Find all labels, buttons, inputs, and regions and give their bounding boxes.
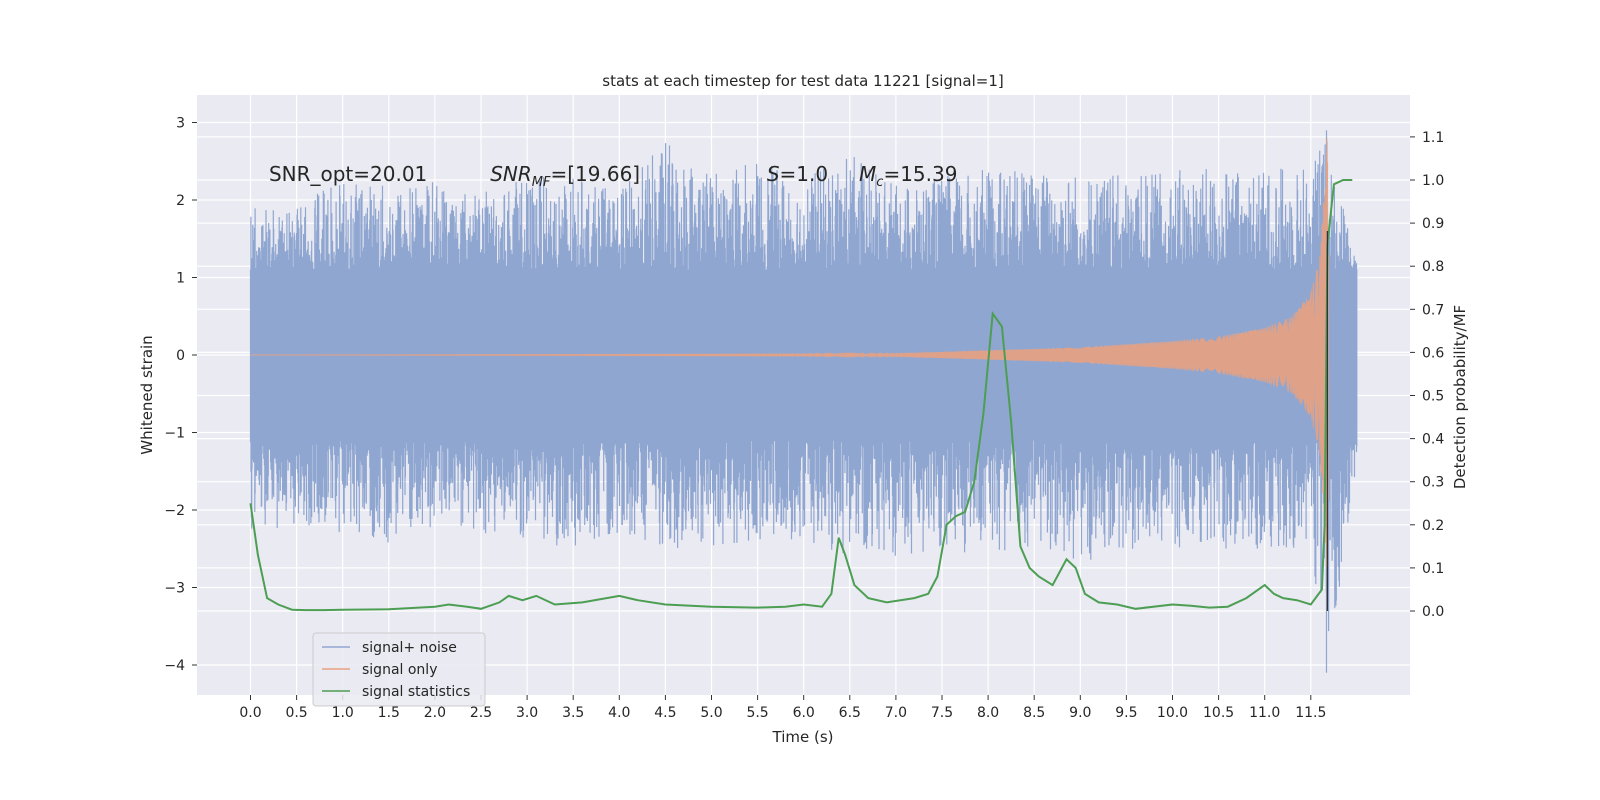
x-tick-label-7: 3.5: [562, 705, 584, 721]
y2-tick-label-4: 0.7: [1422, 302, 1444, 318]
y2-tick-label-1: 1.0: [1422, 173, 1444, 189]
x-tick-label-18: 9.0: [1069, 705, 1091, 721]
x-tick-label-13: 6.5: [839, 705, 861, 721]
y-tick-label-7: −4: [164, 658, 185, 674]
x-tick-label-21: 10.5: [1203, 705, 1234, 721]
y-tick-label-1: 2: [176, 193, 185, 209]
signal-only-trace: [250, 138, 1329, 567]
legend-label-signal-only: signal only: [362, 662, 437, 678]
y2-tick-label-0: 1.1: [1422, 130, 1444, 146]
legend-frame: [312, 632, 486, 707]
y2-axis-label: Detection probability/MF: [1451, 305, 1469, 489]
x-tick-label-9: 4.5: [654, 705, 676, 721]
y2-axis-ticks: 1.1 1.0 0.9 0.8 0.7 0.6 0.5 0.4 0.3 0.2 0.1 0.0: [1410, 130, 1444, 620]
x-tick-label-12: 6.0: [793, 705, 815, 721]
x-tick-label-1: 0.5: [285, 705, 307, 721]
annotations: SNR_opt=20.01 SNRMF=[19.66] S=1.0 Mc=15.39: [269, 162, 958, 190]
y2-tick-label-8: 0.3: [1422, 475, 1444, 491]
signal-statistics-line: [249, 179, 1353, 612]
x-axis-ticks: 0.0 0.5 1.0 1.5 2.0 2.5 3.0 3.5 4.0 4.5 5.0 5.5 6.0 6…: [239, 695, 1326, 721]
chart-title: stats at each timestep for test data 112…: [602, 72, 1003, 90]
y2-tick-label-5: 0.6: [1422, 345, 1444, 361]
x-tick-label-5: 2.5: [470, 705, 492, 721]
y2-tick-label-6: 0.5: [1422, 389, 1444, 405]
x-axis-label: Time (s): [772, 728, 834, 746]
x-tick-label-0: 0.0: [239, 705, 261, 721]
y2-tick-label-2: 0.9: [1422, 216, 1444, 232]
annotation-2: S=1.0: [767, 162, 828, 186]
y-tick-label-6: −3: [164, 581, 185, 597]
x-tick-label-2: 1.0: [332, 705, 354, 721]
annotation-3: Mc=15.39: [859, 162, 957, 190]
x-tick-label-16: 8.0: [977, 705, 999, 721]
y-tick-label-5: −2: [164, 503, 185, 519]
y-axis-label: Whitened strain: [138, 335, 156, 454]
y2-tick-label-3: 0.8: [1422, 259, 1444, 275]
x-tick-label-19: 9.5: [1115, 705, 1137, 721]
legend: signal+ noise signal only signal statist…: [312, 632, 486, 707]
x-tick-label-15: 7.5: [931, 705, 953, 721]
annotation-0: SNR_opt=20.01: [269, 162, 427, 186]
legend-label-signal-statistics: signal statistics: [362, 684, 470, 700]
y2-tick-label-9: 0.2: [1422, 518, 1444, 534]
x-tick-label-14: 7.0: [885, 705, 907, 721]
y-tick-label-2: 1: [176, 271, 185, 287]
x-tick-label-22: 11.0: [1249, 705, 1280, 721]
x-tick-label-6: 3.0: [516, 705, 538, 721]
series-signal-statistics: [249, 179, 1353, 612]
series-signal-only: [250, 138, 1329, 567]
y2-tick-label-10: 0.1: [1422, 561, 1444, 577]
x-tick-label-11: 5.5: [746, 705, 768, 721]
x-tick-label-23: 11.5: [1295, 705, 1326, 721]
x-tick-label-20: 10.0: [1157, 705, 1188, 721]
x-tick-label-17: 8.5: [1023, 705, 1045, 721]
y-tick-label-0: 3: [176, 116, 185, 132]
y-axis-ticks: 3 2 1 0 −1 −2 −3 −4: [164, 116, 197, 674]
x-tick-label-10: 5.0: [700, 705, 722, 721]
y2-tick-label-11: 0.0: [1422, 604, 1444, 620]
y-tick-label-3: 0: [176, 348, 185, 364]
y2-tick-label-7: 0.4: [1422, 432, 1444, 448]
legend-label-signal-noise: signal+ noise: [362, 640, 457, 656]
x-tick-label-3: 1.5: [378, 705, 400, 721]
x-tick-label-8: 4.0: [608, 705, 630, 721]
annotation-1: SNRMF=[19.66]: [490, 162, 640, 190]
x-tick-label-4: 2.0: [424, 705, 446, 721]
y-tick-label-4: −1: [164, 426, 185, 442]
